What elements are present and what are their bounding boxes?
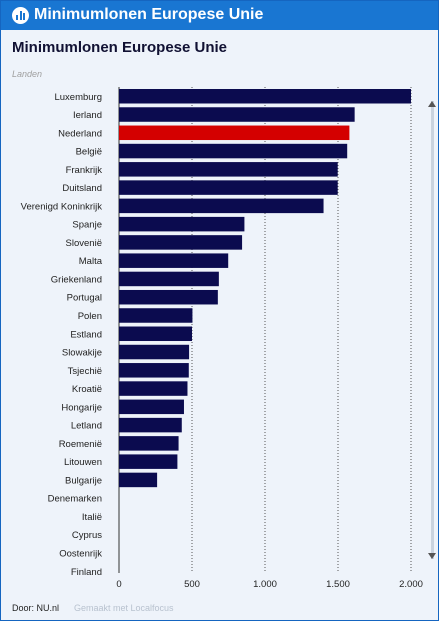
bar[interactable] [119,308,193,323]
bar[interactable] [119,417,182,433]
chart-scrollbar[interactable] [427,101,438,559]
bar[interactable] [119,143,348,159]
category-label: Portugal [67,293,102,304]
category-label: Estland [70,329,102,340]
header-bar: Minimumlonen Europese Unie [1,1,438,30]
category-label: Bulgarije [65,475,102,486]
category-label: Kroatië [72,384,102,395]
category-label: Roemenië [59,439,102,450]
bar[interactable] [119,381,188,396]
x-tick-label: 500 [184,579,200,590]
category-label: Cyprus [72,530,102,541]
scroll-up-icon[interactable] [428,101,436,107]
bar[interactable] [119,472,158,488]
chart-title: Minimumlonen Europese Unie [12,39,228,56]
category-axis-title: Landen [12,69,43,79]
scroll-down-icon[interactable] [428,553,436,559]
bar[interactable] [119,326,192,342]
source-text: Door: NU.nl [12,603,60,613]
bar[interactable] [119,125,350,141]
bar[interactable] [119,344,190,360]
category-label: Litouwen [64,457,102,468]
category-label: Slowakije [62,348,102,359]
bar[interactable] [119,107,355,122]
bar[interactable] [119,271,219,287]
bar[interactable] [119,89,411,104]
category-label: Duitsland [62,183,102,194]
bar[interactable] [119,180,338,195]
bar[interactable] [119,253,229,268]
category-label: Denemarken [48,494,102,505]
x-tick-label: 1.000 [253,579,277,590]
bar[interactable] [119,289,218,305]
bar[interactable] [119,216,245,232]
x-tick-label: 1.500 [326,579,350,590]
category-label: Oostenrijk [59,549,102,560]
category-label: Griekenland [51,274,102,285]
header-title: Minimumlonen Europese Unie [34,6,264,23]
credit-link[interactable]: Gemaakt met Localfocus [74,603,174,613]
category-label: Malta [79,256,103,267]
bar[interactable] [119,198,324,214]
category-label: Spanje [72,220,102,231]
bar-chart: Luxemburg Ierland Nederland België Frankrijk… [21,87,423,590]
x-tick-label: 2.000 [399,579,423,590]
bar[interactable] [119,454,178,469]
bar-chart-icon [12,7,29,24]
bar[interactable] [119,235,243,250]
category-label: Italië [82,512,102,523]
category-label: Ierland [73,110,102,121]
bar[interactable] [119,399,184,415]
category-label: Finland [71,567,102,578]
bar[interactable] [119,436,179,451]
scrollbar-track[interactable] [431,101,434,559]
category-label: Polen [78,311,102,322]
x-tick-label: 0 [116,579,121,590]
category-label: Slovenië [66,238,102,249]
bar[interactable] [119,363,189,378]
category-label: Hongarije [61,402,102,413]
category-label: Luxemburg [54,92,102,103]
category-label: België [76,147,102,158]
category-label: Frankrijk [66,165,103,176]
category-label: Tsjechië [68,366,102,377]
category-label: Verenigd Koninkrijk [21,201,103,212]
category-label: Letland [71,421,102,432]
category-label: Nederland [58,128,102,139]
bar[interactable] [119,162,338,177]
